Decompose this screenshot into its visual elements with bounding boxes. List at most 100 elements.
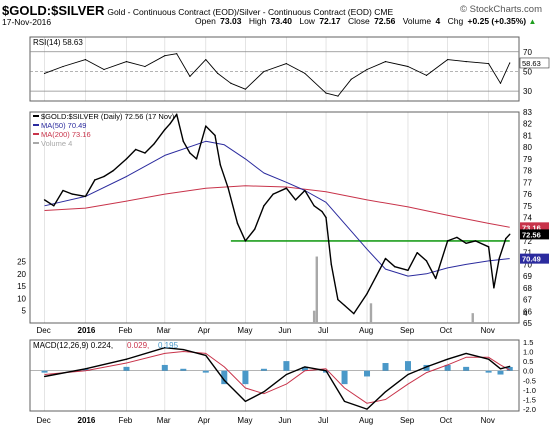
price-point bbox=[325, 216, 327, 219]
price-point bbox=[509, 233, 511, 236]
price-value-box bbox=[520, 229, 549, 240]
macd-x-label: Apr bbox=[198, 416, 211, 425]
rsi-point bbox=[125, 61, 128, 63]
price-point bbox=[236, 222, 239, 225]
rsi-point bbox=[62, 65, 64, 68]
ma50-line bbox=[44, 140, 510, 277]
price-point bbox=[337, 298, 339, 301]
price-point bbox=[465, 242, 467, 244]
rsi-tick-label: 30 bbox=[523, 87, 532, 96]
price-point bbox=[219, 164, 222, 166]
price-point bbox=[366, 292, 368, 295]
price-point bbox=[214, 134, 216, 137]
quote-close-label: Close bbox=[347, 16, 370, 26]
price-point bbox=[474, 240, 477, 242]
macd-point bbox=[447, 358, 449, 360]
macd-point bbox=[325, 370, 327, 372]
macd-histogram-bar bbox=[364, 370, 371, 377]
price-point bbox=[71, 193, 73, 195]
volume-bar bbox=[369, 303, 373, 323]
rsi-frame bbox=[29, 36, 520, 102]
price-x-label: Oct bbox=[440, 326, 453, 335]
quote-volume-value: 4 bbox=[435, 16, 441, 26]
macd-histogram-bar bbox=[221, 370, 228, 385]
macd-histogram-bar bbox=[202, 370, 209, 373]
price-tick-label: 66 bbox=[523, 307, 532, 316]
price-point bbox=[125, 158, 128, 160]
price-point bbox=[135, 148, 137, 151]
macd-legend-label: 0.029, bbox=[127, 341, 149, 350]
price-tick-label: 68 bbox=[523, 284, 532, 293]
chg-up-icon: ▲ bbox=[528, 17, 537, 26]
macd-point bbox=[488, 358, 490, 360]
macd-histogram-bar bbox=[180, 368, 187, 371]
chart-date: 17-Nov-2016 bbox=[2, 17, 52, 27]
rsi-point bbox=[350, 78, 352, 80]
price-point bbox=[144, 152, 146, 154]
macd-point bbox=[384, 391, 387, 393]
macd-histogram-bar bbox=[444, 364, 451, 371]
macd-histogram-bar bbox=[260, 368, 267, 371]
rsi-point bbox=[84, 59, 87, 61]
price-point bbox=[304, 189, 306, 192]
price-point bbox=[313, 205, 315, 207]
price-legend-label: Volume 4 bbox=[41, 139, 72, 148]
macd-x-label: Nov bbox=[481, 416, 495, 425]
price-point bbox=[263, 205, 265, 207]
price-point bbox=[394, 266, 396, 268]
price-point bbox=[330, 263, 333, 266]
macd-histogram-bar bbox=[242, 370, 249, 385]
macd-histogram-bar bbox=[41, 370, 48, 373]
macd-point bbox=[164, 347, 166, 349]
price-x-label: Nov bbox=[481, 326, 495, 335]
chart-title: $GOLD:$SILVER Gold - Continuous Contract … bbox=[2, 3, 393, 18]
price-legend-label: $GOLD:$SILVER (Daily) 72.56 (17 Nov) bbox=[41, 112, 175, 121]
price-tick-label: 65 bbox=[523, 319, 532, 328]
price-point bbox=[94, 179, 96, 181]
price-point bbox=[84, 195, 87, 198]
macd-tick-label: -1.5 bbox=[523, 395, 536, 404]
quote-low-label: Low bbox=[299, 16, 315, 26]
price-legend-swatch bbox=[33, 124, 39, 126]
quote-open-label: Open bbox=[195, 16, 216, 26]
rsi-point bbox=[189, 75, 191, 77]
price-x-label: Jul bbox=[318, 326, 328, 335]
rsi-legend: RSI(14) 58.63 bbox=[33, 38, 83, 47]
price-point bbox=[425, 260, 428, 262]
rsi-point bbox=[447, 59, 449, 61]
price-tick-label: 80 bbox=[523, 143, 532, 152]
macd-histogram-bar bbox=[283, 361, 290, 371]
price-point bbox=[493, 287, 495, 289]
macd-x-label: May bbox=[237, 416, 252, 425]
price-x-label: Dec bbox=[37, 326, 51, 335]
price-point bbox=[53, 205, 55, 207]
macd-point bbox=[343, 400, 346, 403]
macd-point bbox=[125, 358, 128, 360]
quote-chg-value: +0.25 (+0.35%) bbox=[467, 16, 527, 26]
price-x-label: Mar bbox=[157, 326, 171, 335]
macd-histogram-bar bbox=[497, 370, 504, 375]
price-x-label: 2016 bbox=[78, 326, 96, 335]
volume-tick-label: 25 bbox=[17, 257, 26, 266]
price-tick-label: 78 bbox=[523, 167, 532, 176]
macd-histogram-bar bbox=[123, 366, 130, 371]
price-tick-label: 67 bbox=[523, 296, 532, 305]
macd-point bbox=[263, 391, 265, 393]
rsi-tick-label: 70 bbox=[523, 48, 532, 57]
macd-histogram-bar bbox=[506, 366, 513, 371]
quote-chg-label: Chg bbox=[447, 16, 464, 26]
price-tick-label: 81 bbox=[523, 131, 532, 140]
macd-point bbox=[205, 354, 207, 356]
price-tick-label: 75 bbox=[523, 202, 532, 211]
price-x-label: Feb bbox=[118, 326, 132, 335]
macd-x-label: Jul bbox=[318, 416, 328, 425]
macd-tick-label: 0.0 bbox=[523, 367, 533, 376]
macd-point bbox=[304, 366, 306, 368]
price-point bbox=[435, 277, 437, 280]
price-point bbox=[153, 142, 155, 145]
price-point bbox=[498, 257, 500, 260]
symbol: $GOLD:$SILVER bbox=[2, 3, 105, 18]
rsi-point bbox=[244, 88, 247, 90]
rsi-point bbox=[164, 55, 166, 57]
